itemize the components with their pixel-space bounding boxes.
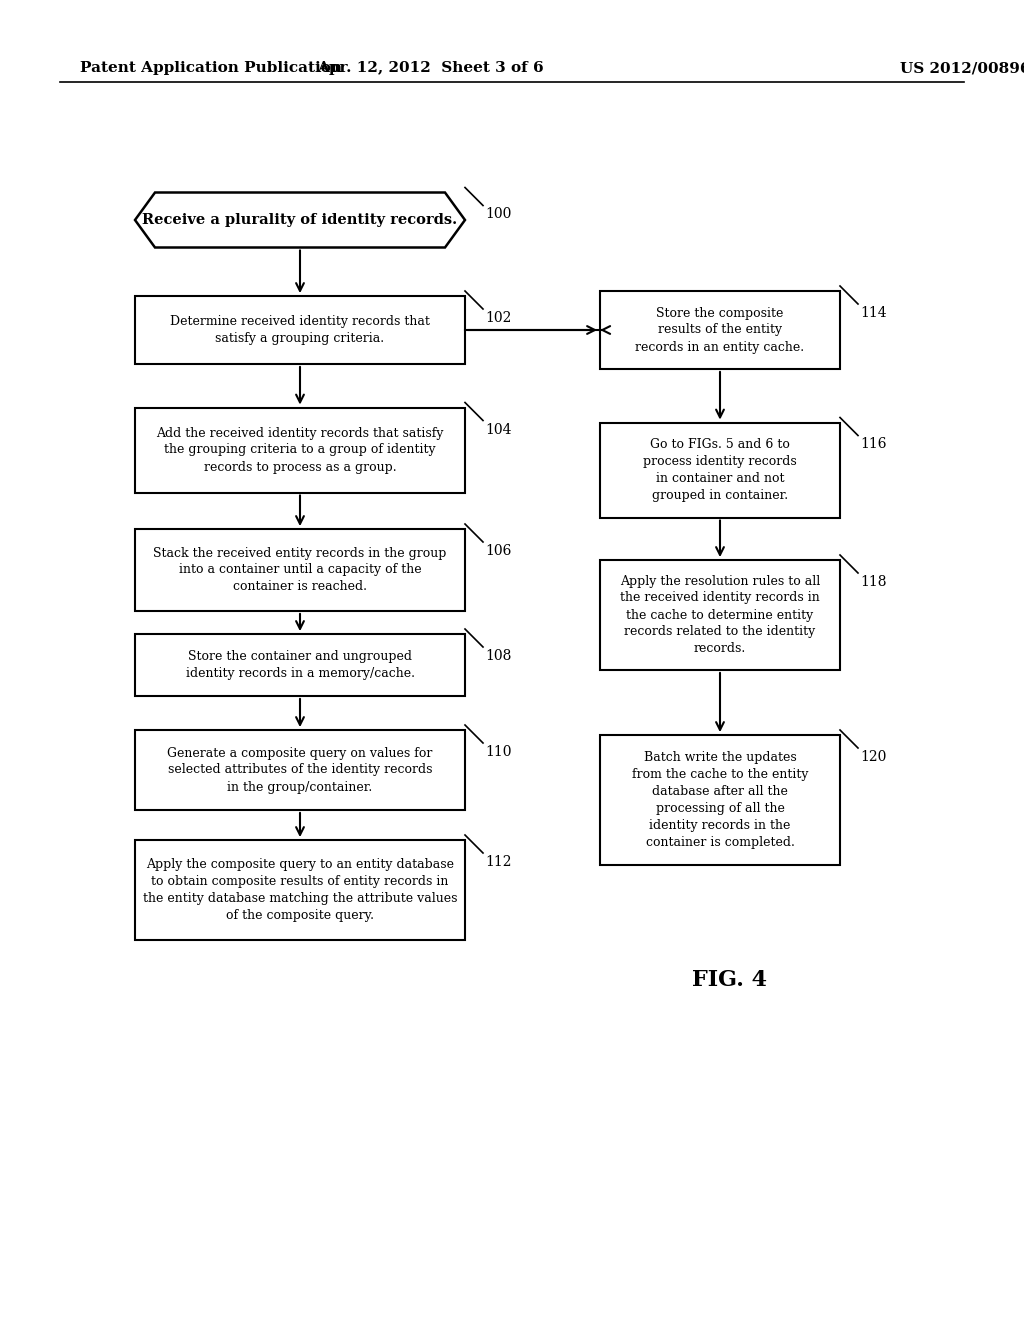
Text: 114: 114	[860, 306, 887, 319]
Text: US 2012/0089606 A1: US 2012/0089606 A1	[900, 61, 1024, 75]
Text: 102: 102	[485, 312, 511, 325]
Bar	[600, 290, 840, 370]
Text: Store the composite
results of the entity
records in an entity cache.: Store the composite results of the entit…	[636, 306, 805, 354]
Bar	[135, 408, 465, 492]
Bar	[600, 422, 840, 517]
Text: 116: 116	[860, 437, 887, 451]
Text: 100: 100	[485, 207, 511, 222]
Polygon shape	[135, 193, 465, 248]
Bar	[135, 529, 465, 611]
Bar	[135, 634, 465, 696]
Text: Determine received identity records that
satisfy a grouping criteria.: Determine received identity records that…	[170, 315, 430, 345]
Text: Apr. 12, 2012  Sheet 3 of 6: Apr. 12, 2012 Sheet 3 of 6	[316, 61, 544, 75]
Text: 106: 106	[485, 544, 511, 558]
Text: 112: 112	[485, 855, 512, 869]
Text: Batch write the updates
from the cache to the entity
database after all the
proc: Batch write the updates from the cache t…	[632, 751, 808, 849]
Text: FIG. 4: FIG. 4	[692, 969, 768, 991]
Bar	[600, 560, 840, 671]
Bar	[135, 296, 465, 364]
Bar	[135, 840, 465, 940]
Text: Patent Application Publication: Patent Application Publication	[80, 61, 342, 75]
Text: 104: 104	[485, 422, 512, 437]
Text: Store the container and ungrouped
identity records in a memory/cache.: Store the container and ungrouped identi…	[185, 649, 415, 680]
Text: Generate a composite query on values for
selected attributes of the identity rec: Generate a composite query on values for…	[167, 747, 433, 793]
Bar	[135, 730, 465, 810]
Text: 110: 110	[485, 744, 512, 759]
Bar	[600, 735, 840, 865]
Text: Stack the received entity records in the group
into a container until a capacity: Stack the received entity records in the…	[154, 546, 446, 594]
Text: Receive a plurality of identity records.: Receive a plurality of identity records.	[142, 213, 458, 227]
Text: Add the received identity records that satisfy
the grouping criteria to a group : Add the received identity records that s…	[157, 426, 443, 474]
Text: 118: 118	[860, 576, 887, 589]
Text: Apply the composite query to an entity database
to obtain composite results of e: Apply the composite query to an entity d…	[142, 858, 458, 921]
Text: 108: 108	[485, 649, 511, 663]
Text: Go to FIGs. 5 and 6 to
process identity records
in container and not
grouped in : Go to FIGs. 5 and 6 to process identity …	[643, 438, 797, 502]
Text: 120: 120	[860, 750, 887, 764]
Text: Apply the resolution rules to all
the received identity records in
the cache to : Apply the resolution rules to all the re…	[620, 574, 820, 656]
